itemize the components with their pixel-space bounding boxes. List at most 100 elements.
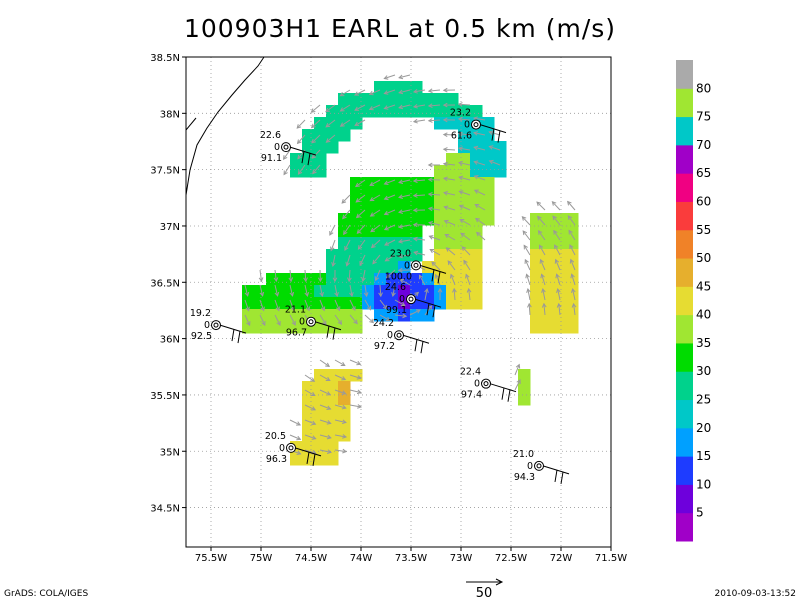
field-cell bbox=[470, 177, 483, 190]
field-cell bbox=[386, 285, 399, 298]
wind-vector-head bbox=[383, 180, 389, 186]
wind-vector bbox=[349, 374, 361, 379]
field-cell bbox=[338, 237, 351, 250]
station-circle bbox=[534, 460, 544, 471]
wind-vector bbox=[428, 119, 441, 122]
wind-vector-head bbox=[297, 154, 302, 160]
field-cell bbox=[410, 225, 423, 238]
field-cell bbox=[362, 93, 375, 106]
wind-vector-head bbox=[474, 203, 480, 209]
wind-vector bbox=[364, 284, 368, 297]
wind-vector-head bbox=[458, 190, 464, 195]
wind-vector bbox=[458, 133, 471, 136]
wind-vector bbox=[342, 209, 351, 219]
field-cell bbox=[494, 165, 507, 178]
wind-vector bbox=[428, 104, 441, 107]
field-cell bbox=[566, 321, 579, 334]
wind-vector-head bbox=[400, 301, 406, 307]
wind-vector bbox=[413, 119, 426, 123]
wind-vector bbox=[553, 230, 561, 241]
field-cell bbox=[434, 105, 447, 118]
wind-vector bbox=[385, 254, 396, 262]
wind-vector bbox=[413, 179, 426, 182]
station-circle bbox=[406, 294, 416, 305]
wind-vector-head bbox=[412, 178, 418, 184]
wind-vector-head bbox=[311, 420, 317, 426]
wind-vector bbox=[259, 299, 265, 311]
wind-vector-head bbox=[540, 273, 545, 279]
field-cell bbox=[470, 105, 483, 118]
field-cell bbox=[446, 105, 459, 118]
wind-vector-head bbox=[354, 91, 360, 96]
wind-vector-head bbox=[337, 320, 343, 326]
wind-vector-head bbox=[340, 361, 346, 367]
wind-vector-head bbox=[516, 379, 521, 385]
field-cell bbox=[446, 153, 459, 166]
station-value: 0 bbox=[399, 294, 405, 305]
wind-vector bbox=[541, 274, 546, 286]
station-temp: 24.2 bbox=[373, 318, 394, 329]
wind-vector bbox=[311, 104, 321, 113]
wind-vector-head bbox=[325, 376, 331, 382]
y-tick-label: 35.5N bbox=[150, 391, 180, 402]
field-cell bbox=[338, 393, 351, 406]
wind-vector-head bbox=[296, 124, 302, 129]
wind-vector bbox=[341, 194, 351, 204]
wind-vector bbox=[304, 449, 316, 454]
field-cell bbox=[314, 393, 327, 406]
field-cell bbox=[350, 261, 363, 274]
wind-vector bbox=[538, 230, 546, 241]
station-inner-circle bbox=[483, 381, 489, 387]
station-temp: 22.6 bbox=[260, 130, 281, 141]
field-cell bbox=[338, 249, 351, 262]
wind-vector-head bbox=[261, 321, 266, 327]
wind-vector bbox=[384, 209, 396, 215]
wind-vector bbox=[540, 259, 546, 271]
wind-vector bbox=[461, 246, 471, 256]
wind-vector bbox=[514, 364, 520, 376]
wind-vector-head bbox=[554, 258, 560, 264]
wind-vector-head bbox=[488, 145, 494, 150]
wind-vector bbox=[429, 235, 441, 241]
field-cell bbox=[290, 309, 303, 322]
wind-vector-head bbox=[458, 175, 464, 181]
wind-vector bbox=[443, 192, 456, 196]
wind-vector-head bbox=[398, 179, 404, 185]
field-cell bbox=[494, 141, 507, 154]
scale-arrowhead bbox=[495, 578, 504, 586]
wind-vector bbox=[325, 104, 336, 113]
wind-vector-head bbox=[372, 259, 377, 265]
field-cell bbox=[326, 369, 339, 382]
field-cell bbox=[542, 273, 555, 286]
wind-barb-flag bbox=[312, 453, 316, 466]
wind-vector-head bbox=[289, 291, 295, 297]
wind-vector-head bbox=[391, 292, 396, 298]
wind-vector-head bbox=[370, 243, 376, 249]
wind-vector-head bbox=[369, 196, 375, 202]
wind-vector-head bbox=[473, 131, 478, 136]
colorbar-swatch bbox=[676, 258, 693, 287]
wind-vector bbox=[334, 359, 346, 366]
field-cell bbox=[410, 249, 423, 262]
station-inner-circle bbox=[408, 296, 414, 302]
wind-vector-head bbox=[515, 363, 521, 369]
wind-vector bbox=[474, 146, 486, 151]
field-cell bbox=[422, 189, 435, 202]
field-cell bbox=[326, 105, 339, 118]
wind-vector-head bbox=[551, 201, 557, 206]
colorbar-swatch bbox=[676, 456, 693, 485]
wind-barb-flag bbox=[432, 305, 436, 318]
field-cell bbox=[314, 441, 327, 454]
wind-vector bbox=[274, 314, 281, 326]
wind-vector-head bbox=[553, 229, 558, 235]
wind-vector bbox=[340, 104, 351, 112]
field-cell bbox=[302, 273, 315, 286]
field-cell bbox=[350, 189, 363, 202]
wind-vector bbox=[319, 419, 331, 424]
wind-vector bbox=[364, 314, 374, 323]
wind-vector-head bbox=[397, 239, 403, 244]
field-cell bbox=[362, 105, 375, 118]
field-cell bbox=[326, 405, 339, 418]
wind-vector-head bbox=[552, 215, 557, 221]
wind-vector-head bbox=[428, 220, 434, 226]
